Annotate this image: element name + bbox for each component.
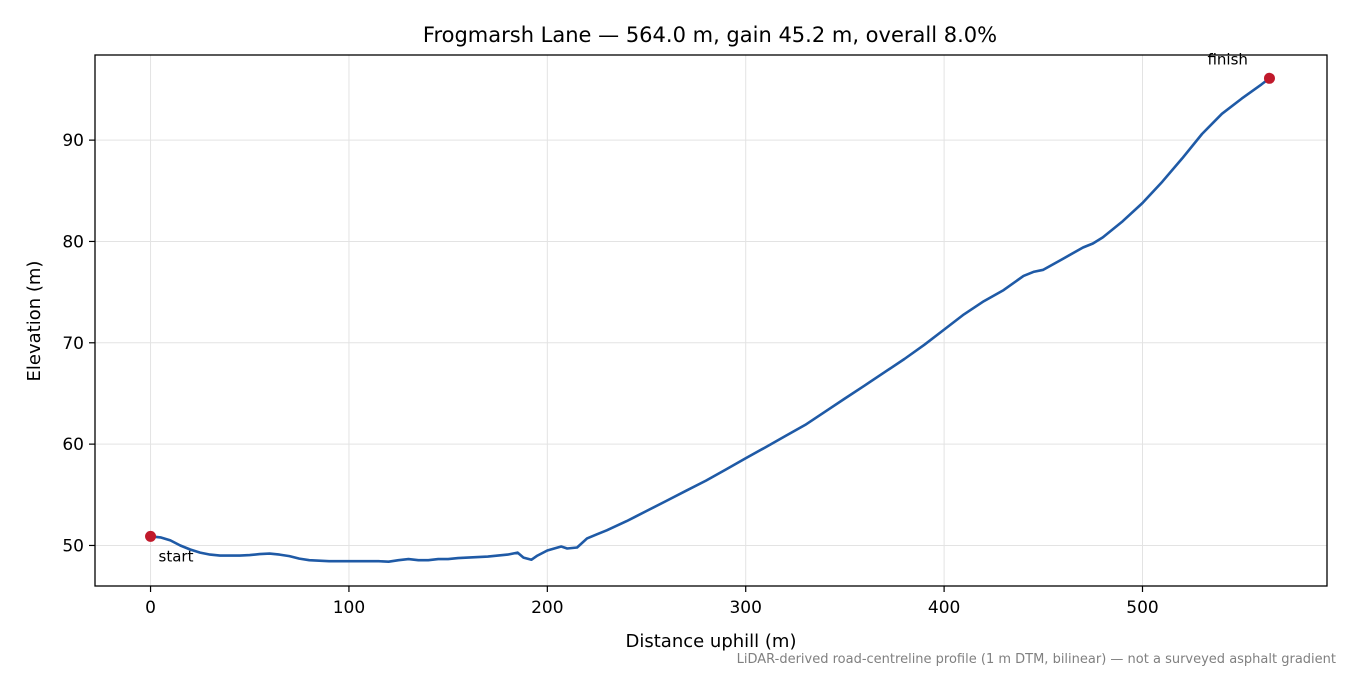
x-tick-label: 500 (1126, 598, 1158, 618)
grid (95, 55, 1327, 586)
y-tick-label: 60 (62, 435, 84, 455)
x-tick-label: 0 (145, 598, 156, 618)
x-tick-label: 400 (928, 598, 960, 618)
x-tick-label: 100 (333, 598, 365, 618)
markers-layer: start finish (145, 50, 1275, 565)
start-label: start (159, 547, 194, 565)
footnote: LiDAR-derived road-centreline profile (1… (736, 652, 1336, 667)
y-axis-label: Elevation (m) (24, 261, 45, 382)
x-tick-label: 200 (531, 598, 563, 618)
finish-marker (1263, 72, 1275, 84)
x-tick-label: 300 (729, 598, 761, 618)
y-tick-label: 70 (62, 334, 84, 354)
y-axis-ticks: 50 60 70 80 90 (62, 131, 95, 556)
finish-label: finish (1207, 50, 1247, 68)
series-layer (149, 77, 1271, 564)
start-marker (145, 530, 157, 542)
x-axis-label: Distance uphill (m) (626, 631, 797, 652)
elevation-line (149, 77, 1271, 564)
y-tick-label: 50 (62, 536, 84, 556)
y-tick-label: 90 (62, 131, 84, 151)
x-axis-ticks: 0 100 200 300 400 500 (145, 586, 1159, 618)
chart-title: Frogmarsh Lane — 564.0 m, gain 45.2 m, o… (423, 23, 997, 47)
plot-frame (94, 54, 1328, 587)
y-tick-label: 80 (62, 232, 84, 252)
